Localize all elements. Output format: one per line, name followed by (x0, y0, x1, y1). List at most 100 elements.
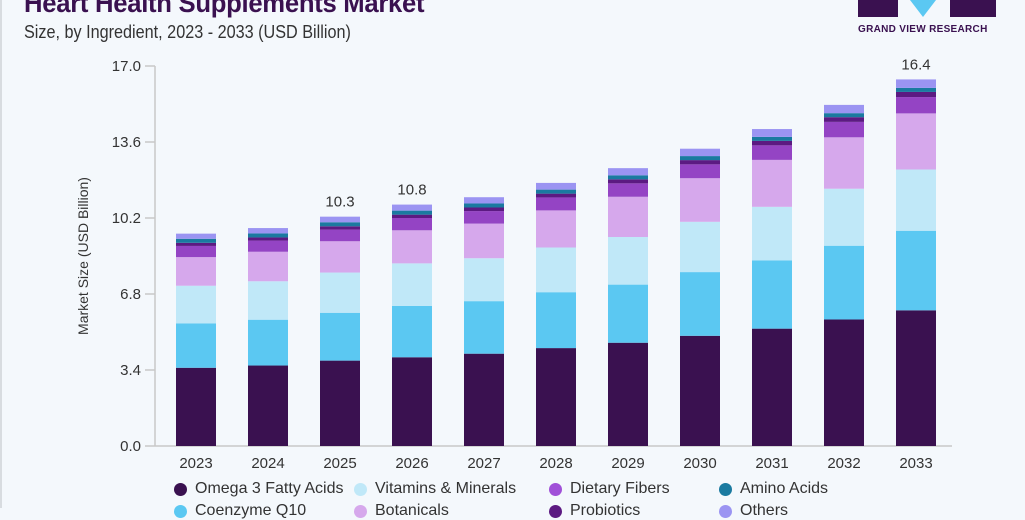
bar-segment-vitamins-minerals (536, 247, 576, 293)
bar-segment-amino-acids (248, 233, 288, 238)
legend-dot-icon (354, 482, 367, 496)
bar-segment-dietary-fibers (248, 240, 288, 252)
bar-segment-others (536, 182, 576, 190)
legend-label: Amino Acids (740, 480, 829, 497)
bar-segment-coenzyme-q10 (176, 323, 216, 368)
data-label: 10.3 (325, 194, 354, 211)
x-tick-label: 2024 (251, 455, 284, 472)
legend-item: Others (719, 502, 869, 520)
bar-segment-probiotics (824, 117, 864, 122)
legend-item: Botanicals (354, 502, 549, 520)
bar-segment-botanicals (176, 257, 216, 286)
bar-segment-coenzyme-q10 (464, 301, 504, 354)
y-tick-label: 13.6 (112, 134, 141, 151)
legend-dot-icon (549, 482, 562, 496)
bar-segment-others (248, 228, 288, 234)
bar-segment-probiotics (392, 214, 432, 218)
x-tick-label: 2027 (467, 455, 500, 472)
chart-subtitle: Size, by Ingredient, 2023 - 2033 (USD Bi… (24, 22, 351, 42)
legend-label: Probiotics (570, 502, 641, 519)
bar-segment-dietary-fibers (752, 145, 792, 160)
bar-segment-dietary-fibers (392, 218, 432, 231)
legend-label: Dietary Fibers (570, 480, 670, 497)
bar-segment-others (896, 79, 936, 88)
legend-item: Omega 3 Fatty Acids (174, 480, 354, 498)
bar-segment-omega-3-fatty-acids (176, 367, 216, 446)
bar-segment-amino-acids (464, 203, 504, 208)
bar-segment-dietary-fibers (680, 164, 720, 179)
grand-view-research-logo (858, 0, 996, 17)
bar-segment-vitamins-minerals (392, 263, 432, 306)
brand-name: GRAND VIEW RESEARCH (858, 24, 988, 35)
bar-segment-probiotics (896, 91, 936, 98)
bar-segment-amino-acids (680, 156, 720, 161)
y-tick-label: 17.0 (112, 58, 141, 75)
bar-segment-coenzyme-q10 (752, 260, 792, 329)
bar-segment-omega-3-fatty-acids (320, 360, 360, 446)
bar-segment-botanicals (248, 251, 288, 282)
bar-segment-omega-3-fatty-acids (392, 357, 432, 446)
legend-dot-icon (174, 504, 187, 518)
y-axis-label: Market Size (USD Billion) (75, 177, 91, 335)
x-tick-label: 2032 (827, 455, 860, 472)
bar-segment-coenzyme-q10 (320, 312, 360, 361)
bar-segment-dietary-fibers (896, 97, 936, 114)
bar-segment-omega-3-fatty-acids (464, 353, 504, 446)
bar-segment-dietary-fibers (536, 197, 576, 211)
y-tick-label: 3.4 (120, 362, 141, 379)
bar-segment-amino-acids (896, 87, 936, 92)
y-tick-label: 10.2 (112, 210, 141, 227)
x-tick-label: 2025 (323, 455, 356, 472)
bar-segment-vitamins-minerals (896, 169, 936, 231)
bar-segment-probiotics (248, 237, 288, 241)
legend-dot-icon (719, 504, 732, 518)
bar-segment-amino-acids (392, 210, 432, 215)
data-label: 10.8 (397, 182, 426, 199)
bar-segment-botanicals (320, 241, 360, 273)
bar-segment-vitamins-minerals (464, 258, 504, 302)
x-tick-label: 2033 (899, 455, 932, 472)
x-tick-label: 2026 (395, 455, 428, 472)
bar-segment-botanicals (608, 196, 648, 237)
bar-segment-probiotics (176, 242, 216, 246)
bar-segment-probiotics (752, 140, 792, 146)
bar-segment-others (824, 104, 864, 114)
bar-segment-botanicals (680, 178, 720, 222)
stacked-bar-chart: Market Size (USD Billion) 0.0 3.4 6.8 10.2 1… (75, 56, 952, 472)
bar-segment-vitamins-minerals (680, 221, 720, 273)
bar-segment-others (608, 168, 648, 176)
bar-segment-others (392, 204, 432, 211)
bar-segment-dietary-fibers (608, 183, 648, 197)
x-tick-label: 2028 (539, 455, 572, 472)
bar-segment-omega-3-fatty-acids (536, 348, 576, 446)
bar-segment-amino-acids (176, 238, 216, 243)
bar-segment-omega-3-fatty-acids (896, 310, 936, 446)
bar-segment-omega-3-fatty-acids (680, 335, 720, 446)
bar-segment-amino-acids (824, 113, 864, 118)
bar-segment-coenzyme-q10 (824, 245, 864, 320)
bar-segment-omega-3-fatty-acids (752, 328, 792, 446)
legend-label: Omega 3 Fatty Acids (195, 480, 344, 497)
bar-segment-others (176, 233, 216, 239)
legend-item: Amino Acids (719, 480, 869, 498)
bar-segment-probiotics (320, 226, 360, 230)
bar-segment-amino-acids (608, 175, 648, 180)
bar-segment-amino-acids (752, 136, 792, 141)
bar-segment-vitamins-minerals (176, 285, 216, 324)
bar-segment-omega-3-fatty-acids (608, 342, 648, 446)
bar-segment-coenzyme-q10 (680, 272, 720, 336)
bar-segment-probiotics (680, 160, 720, 165)
bar-segment-probiotics (536, 193, 576, 198)
bar-segment-vitamins-minerals (248, 281, 288, 320)
bar-segment-vitamins-minerals (320, 272, 360, 313)
bar-segment-others (464, 197, 504, 204)
legend-item: Vitamins & Minerals (354, 480, 549, 498)
y-tick-label: 6.8 (120, 286, 141, 303)
legend-label: Vitamins & Minerals (375, 480, 517, 497)
bar-segment-omega-3-fatty-acids (824, 319, 864, 446)
data-label: 16.4 (901, 56, 930, 73)
bar-segment-botanicals (536, 210, 576, 248)
bar-segment-amino-acids (320, 222, 360, 227)
legend-label: Coenzyme Q10 (195, 502, 307, 519)
bar-segment-botanicals (392, 230, 432, 264)
